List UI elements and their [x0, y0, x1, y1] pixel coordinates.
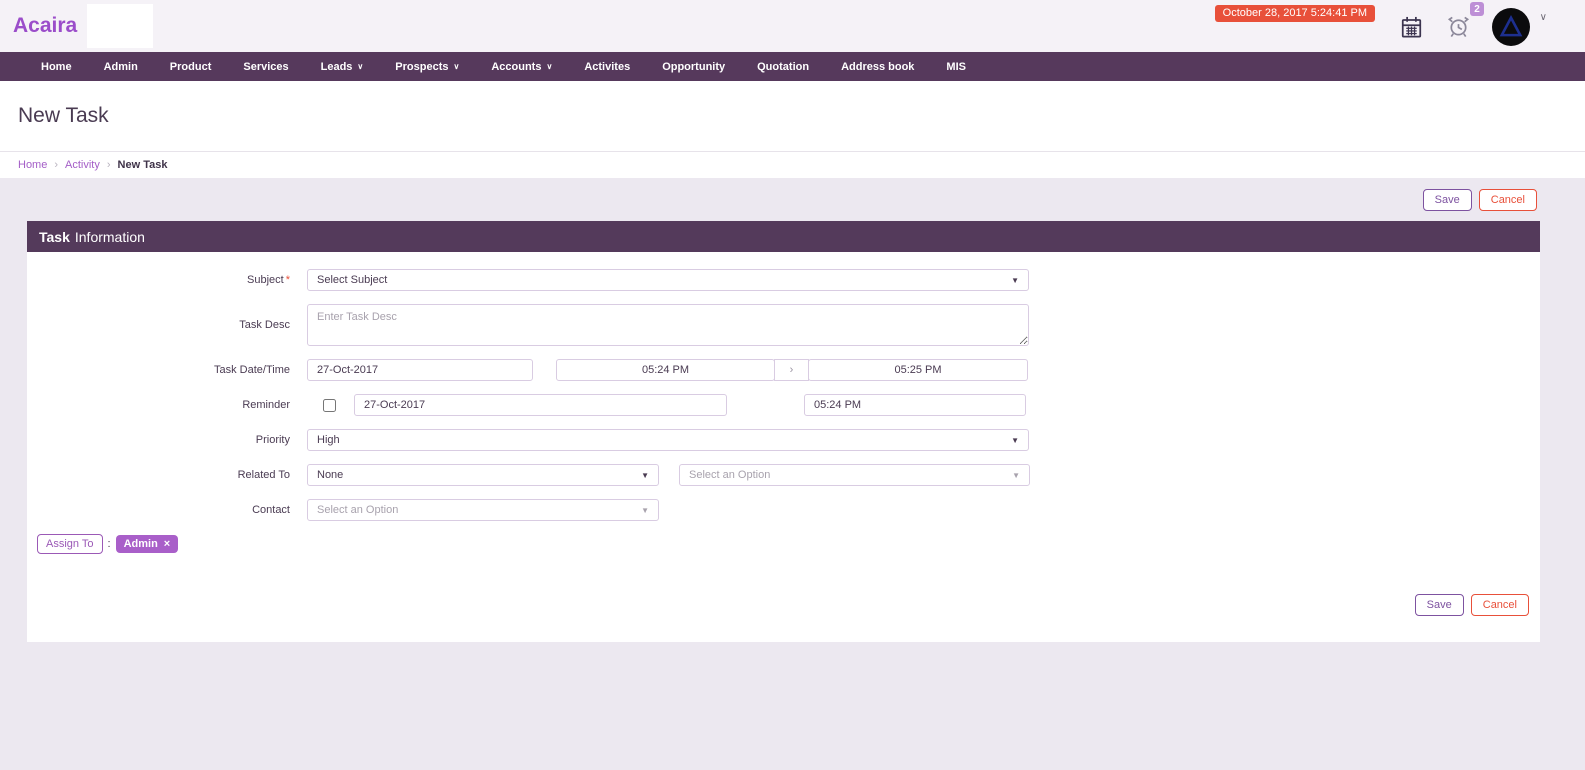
contact-select[interactable]: Select an Option	[307, 499, 659, 521]
chevron-down-icon[interactable]	[1540, 12, 1547, 23]
nav-item-product[interactable]: Product	[169, 60, 212, 73]
subject-row: Subject * Select Subject	[27, 269, 1540, 291]
nav-item-home[interactable]: Home	[41, 60, 72, 73]
breadcrumb-activity[interactable]: Activity	[65, 159, 100, 171]
page-title: New Task	[18, 104, 109, 127]
page-body: Save Cancel Task Information Subject * Se…	[0, 178, 1585, 642]
top-action-bar: Save Cancel	[0, 189, 1585, 211]
reminder-row: Reminder	[27, 394, 1540, 416]
chevron-down-icon	[453, 62, 459, 71]
task-desc-row: Task Desc	[27, 304, 1540, 346]
subject-select[interactable]: Select Subject	[307, 269, 1029, 291]
task-desc-input[interactable]	[307, 304, 1029, 346]
datetime-badge: October 28, 2017 5:24:41 PM	[1214, 5, 1375, 22]
panel-header: Task Information	[27, 221, 1540, 252]
calendar-icon[interactable]	[1401, 15, 1422, 44]
app-logo[interactable]: Acaira	[13, 14, 78, 37]
priority-row: Priority High	[27, 429, 1540, 451]
nav-item-activites[interactable]: Activites	[584, 60, 631, 73]
time-range-arrow-icon	[774, 359, 809, 381]
priority-label: Priority	[255, 434, 290, 446]
alarm-clock-icon[interactable]	[1447, 15, 1470, 44]
dropdown-arrow-icon	[1012, 469, 1020, 481]
dropdown-arrow-icon	[1011, 434, 1019, 446]
related-to-select[interactable]: None	[307, 464, 659, 486]
task-start-time-input[interactable]	[556, 359, 775, 381]
dropdown-arrow-icon	[1011, 274, 1019, 286]
assign-to-row: Assign To : Admin	[37, 534, 1540, 554]
related-to-secondary-select[interactable]: Select an Option	[679, 464, 1030, 486]
nav-item-quotation[interactable]: Quotation	[757, 60, 810, 73]
task-form: Subject* Select Subject Task Desc Task D…	[27, 252, 1540, 616]
dropdown-arrow-icon	[641, 504, 649, 516]
reminder-checkbox[interactable]	[323, 398, 336, 412]
subject-label: Subject *	[247, 274, 290, 286]
contact-label: Contact	[252, 504, 290, 516]
task-datetime-label: Task Date/Time	[213, 364, 290, 376]
nav-item-opportunity[interactable]: Opportunity	[662, 60, 726, 73]
breadcrumb-separator-icon	[107, 159, 111, 171]
breadcrumb-separator-icon	[54, 159, 58, 171]
priority-select[interactable]: High	[307, 429, 1029, 451]
related-to-label: Related To	[237, 469, 290, 481]
task-information-panel: Task Information Subject * Select Subject…	[27, 221, 1540, 642]
breadcrumb-current: New Task	[117, 159, 168, 171]
breadcrumb: Home Activity New Task	[0, 151, 1585, 178]
logo-placeholder	[87, 4, 154, 48]
task-desc-label: Task Desc	[239, 319, 290, 331]
chevron-down-icon	[357, 62, 363, 71]
nav-item-address-book[interactable]: Address book	[841, 60, 915, 73]
cancel-button-top[interactable]: Cancel	[1478, 189, 1537, 211]
page-title-section: New Task	[0, 81, 1585, 151]
task-datetime-row: Task Date/Time	[27, 359, 1540, 381]
top-header: Acaira October 28, 2017 5:24:41 PM 2	[0, 0, 1585, 52]
bottom-action-bar: Save Cancel	[27, 594, 1540, 616]
user-avatar[interactable]	[1492, 8, 1530, 46]
notification-count-badge: 2	[1470, 2, 1484, 16]
cancel-button-bottom[interactable]: Cancel	[1470, 594, 1529, 616]
save-button-bottom[interactable]: Save	[1414, 594, 1464, 616]
breadcrumb-home[interactable]: Home	[18, 159, 48, 171]
reminder-label: Reminder	[242, 399, 290, 411]
related-to-row: Related To None Select an Option	[27, 464, 1540, 486]
save-button-top[interactable]: Save	[1422, 189, 1472, 211]
reminder-date-input[interactable]	[354, 394, 727, 416]
assignee-tag[interactable]: Admin	[115, 535, 179, 553]
nav-item-admin[interactable]: Admin	[103, 60, 138, 73]
required-asterisk: *	[285, 274, 290, 286]
main-nav: Home Admin Product Services Leads Prospe…	[0, 52, 1585, 81]
nav-item-prospects[interactable]: Prospects	[379, 52, 475, 81]
chevron-down-icon	[546, 62, 552, 71]
assign-to-separator: :	[107, 538, 111, 550]
nav-item-mis[interactable]: MIS	[946, 60, 966, 73]
contact-row: Contact Select an Option	[27, 499, 1540, 521]
dropdown-arrow-icon	[641, 469, 649, 481]
task-date-input[interactable]	[307, 359, 533, 381]
assign-to-button[interactable]: Assign To	[37, 534, 103, 554]
task-end-time-input[interactable]	[808, 359, 1028, 381]
nav-item-services[interactable]: Services	[243, 60, 289, 73]
nav-item-accounts[interactable]: Accounts	[475, 52, 568, 81]
remove-assignee-icon[interactable]	[164, 538, 170, 550]
reminder-time-input[interactable]	[804, 394, 1026, 416]
nav-item-leads[interactable]: Leads	[305, 52, 380, 81]
